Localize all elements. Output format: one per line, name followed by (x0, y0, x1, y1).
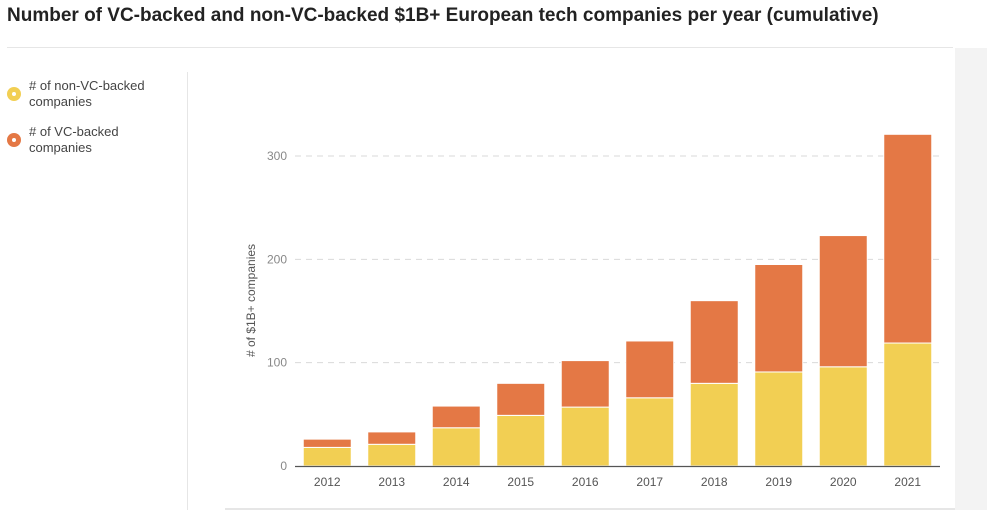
chart-title: Number of VC-backed and non-VC-backed $1… (7, 5, 879, 26)
bar-non-vc-2016 (560, 406, 610, 467)
x-tick-label: 2014 (443, 475, 470, 489)
legend: # of non-VC-backed companies # of VC-bac… (7, 78, 177, 170)
y-tick-label: 300 (267, 149, 287, 163)
bar-non-vc-2012 (302, 446, 352, 467)
bar-vc-2014 (431, 405, 481, 429)
x-tick-label: 2017 (636, 475, 663, 489)
bar-non-vc-2014 (431, 427, 481, 467)
legend-item-vc[interactable]: # of VC-backed companies (7, 124, 177, 156)
x-tick-label: 2012 (314, 475, 341, 489)
bar-vc-2015 (496, 382, 546, 416)
bar-non-vc-2019 (754, 371, 804, 467)
bar-non-vc-2017 (625, 397, 675, 467)
x-tick-label: 2020 (830, 475, 857, 489)
bar-vc-2021 (883, 133, 933, 344)
x-tick-label: 2021 (894, 475, 921, 489)
bar-non-vc-2013 (367, 443, 417, 467)
x-tick-label: 2013 (378, 475, 405, 489)
legend-label-vc: # of VC-backed companies (29, 124, 119, 155)
x-tick-label: 2015 (507, 475, 534, 489)
legend-swatch-vc (7, 133, 21, 147)
x-tick-label: 2016 (572, 475, 599, 489)
bar-vc-2020 (818, 235, 868, 368)
legend-divider (187, 72, 188, 510)
bottom-divider (225, 508, 955, 510)
bar-non-vc-2021 (883, 342, 933, 467)
legend-swatch-non-vc (7, 87, 21, 101)
y-tick-label: 100 (267, 356, 287, 370)
bar-vc-2017 (625, 340, 675, 399)
bar-vc-2016 (560, 360, 610, 408)
bar-vc-2013 (367, 431, 417, 445)
side-panel (955, 48, 987, 510)
legend-label-non-vc: # of non-VC-backed companies (29, 78, 145, 109)
y-axis-title: # of $1B+ companies (244, 244, 258, 357)
legend-item-non-vc[interactable]: # of non-VC-backed companies (7, 78, 177, 110)
bar-non-vc-2018 (689, 382, 739, 467)
title-divider (7, 47, 953, 48)
bar-vc-2012 (302, 438, 352, 448)
bar-vc-2018 (689, 300, 739, 384)
bar-non-vc-2020 (818, 366, 868, 467)
bar-non-vc-2015 (496, 414, 546, 467)
y-tick-label: 200 (267, 252, 287, 266)
x-tick-label: 2018 (701, 475, 728, 489)
x-tick-label: 2019 (765, 475, 792, 489)
bar-vc-2019 (754, 264, 804, 373)
y-tick-label: 0 (280, 459, 287, 473)
